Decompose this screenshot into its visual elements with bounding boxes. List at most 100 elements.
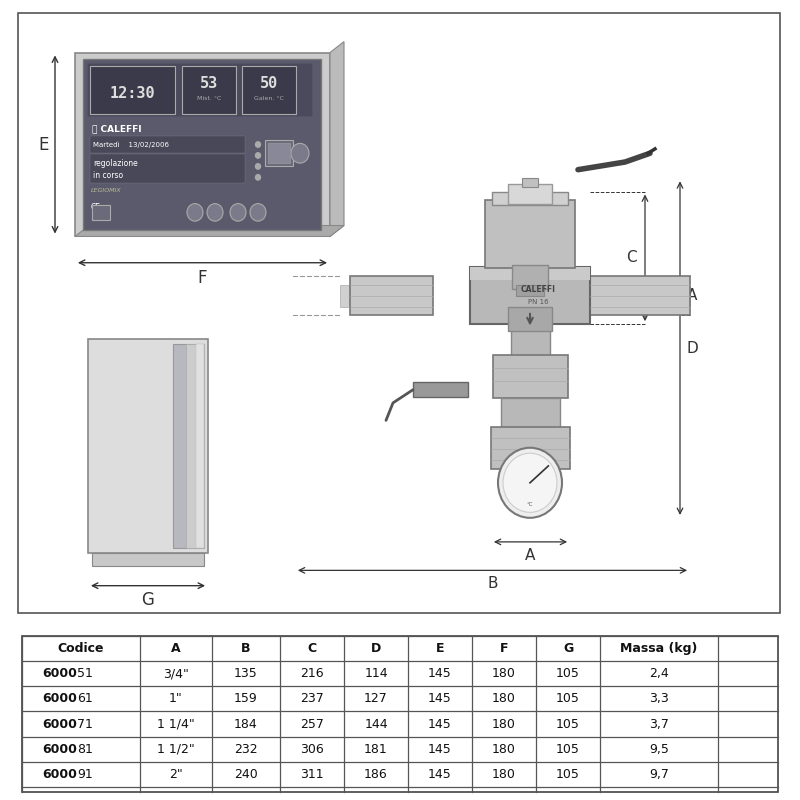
Text: A: A xyxy=(526,547,536,562)
Text: Codice: Codice xyxy=(58,642,104,655)
Circle shape xyxy=(230,204,246,221)
Circle shape xyxy=(250,204,266,221)
Text: 232: 232 xyxy=(234,742,258,756)
Text: 306: 306 xyxy=(300,742,324,756)
Text: CE: CE xyxy=(91,203,101,213)
Bar xyxy=(485,200,575,268)
Text: °C: °C xyxy=(526,502,534,507)
Bar xyxy=(92,553,204,566)
Text: E: E xyxy=(436,642,444,655)
Text: 1 1/2": 1 1/2" xyxy=(157,742,195,756)
Text: 1 1/4": 1 1/4" xyxy=(157,718,195,730)
Text: regolazione: regolazione xyxy=(93,158,138,168)
Text: 311: 311 xyxy=(300,768,324,781)
Text: B: B xyxy=(242,642,250,655)
Text: 180: 180 xyxy=(492,667,516,680)
Text: 145: 145 xyxy=(428,768,452,781)
Circle shape xyxy=(255,153,261,158)
Bar xyxy=(75,53,330,237)
Text: 6000: 6000 xyxy=(42,718,77,730)
Text: 6000: 6000 xyxy=(42,768,77,781)
Bar xyxy=(501,398,560,429)
Circle shape xyxy=(503,454,557,512)
Bar xyxy=(470,267,590,280)
Circle shape xyxy=(255,164,261,169)
Circle shape xyxy=(207,204,223,221)
Bar xyxy=(340,285,350,306)
Polygon shape xyxy=(75,226,344,237)
Text: E: E xyxy=(39,135,49,154)
Bar xyxy=(88,339,208,553)
Text: 145: 145 xyxy=(428,693,452,706)
Text: 9,7: 9,7 xyxy=(649,768,669,781)
Text: ⓒ CALEFFI: ⓒ CALEFFI xyxy=(92,125,142,134)
Bar xyxy=(87,63,312,116)
Bar xyxy=(492,191,568,205)
Text: 3,7: 3,7 xyxy=(649,718,669,730)
Text: 240: 240 xyxy=(234,768,258,781)
Bar xyxy=(268,143,290,163)
Text: 53: 53 xyxy=(200,76,218,90)
Text: C: C xyxy=(307,642,317,655)
Text: 6000: 6000 xyxy=(42,693,77,706)
Text: PN 16: PN 16 xyxy=(528,299,548,305)
Text: 145: 145 xyxy=(428,742,452,756)
Bar xyxy=(242,66,296,114)
Bar xyxy=(83,59,321,230)
Text: 105: 105 xyxy=(556,693,580,706)
Text: 257: 257 xyxy=(300,718,324,730)
Text: 91: 91 xyxy=(77,768,93,781)
Bar xyxy=(508,306,552,330)
Bar xyxy=(92,205,110,220)
Text: 180: 180 xyxy=(492,768,516,781)
Text: 1": 1" xyxy=(169,693,183,706)
Text: 186: 186 xyxy=(364,768,388,781)
Bar xyxy=(590,276,690,315)
Text: A: A xyxy=(171,642,181,655)
Circle shape xyxy=(291,143,309,163)
Text: 145: 145 xyxy=(428,718,452,730)
Text: 135: 135 xyxy=(234,667,258,680)
Text: 105: 105 xyxy=(556,718,580,730)
Bar xyxy=(350,276,433,315)
Bar xyxy=(196,344,204,549)
Bar xyxy=(470,267,590,324)
Text: 9,5: 9,5 xyxy=(649,742,669,756)
Text: 50: 50 xyxy=(260,76,278,90)
Text: 81: 81 xyxy=(77,742,93,756)
Text: 3,3: 3,3 xyxy=(649,693,669,706)
Text: 184: 184 xyxy=(234,718,258,730)
Text: 12:30: 12:30 xyxy=(109,86,155,101)
Bar xyxy=(511,324,550,357)
Text: C: C xyxy=(626,250,636,266)
Text: D: D xyxy=(371,642,381,655)
Text: 61: 61 xyxy=(77,693,93,706)
Text: 51: 51 xyxy=(77,667,93,680)
Text: 127: 127 xyxy=(364,693,388,706)
Text: 159: 159 xyxy=(234,693,258,706)
Bar xyxy=(90,154,245,183)
Text: 180: 180 xyxy=(492,718,516,730)
Bar xyxy=(508,184,552,204)
Bar xyxy=(522,178,538,187)
Text: Massa (kg): Massa (kg) xyxy=(620,642,698,655)
Text: F: F xyxy=(500,642,508,655)
Text: 2,4: 2,4 xyxy=(649,667,669,680)
Text: 105: 105 xyxy=(556,667,580,680)
Circle shape xyxy=(255,174,261,180)
Bar xyxy=(265,140,293,166)
Text: 145: 145 xyxy=(428,667,452,680)
Bar xyxy=(90,66,175,114)
Circle shape xyxy=(255,142,261,147)
Text: 6000: 6000 xyxy=(42,667,77,680)
Bar xyxy=(491,427,570,469)
Text: 180: 180 xyxy=(492,693,516,706)
Text: 105: 105 xyxy=(556,768,580,781)
Bar xyxy=(182,66,236,114)
Text: Martedì    13/02/2006: Martedì 13/02/2006 xyxy=(93,142,169,148)
Text: 181: 181 xyxy=(364,742,388,756)
Text: 2": 2" xyxy=(169,768,183,781)
Circle shape xyxy=(498,448,562,518)
Bar xyxy=(173,344,204,549)
Bar xyxy=(186,344,204,549)
